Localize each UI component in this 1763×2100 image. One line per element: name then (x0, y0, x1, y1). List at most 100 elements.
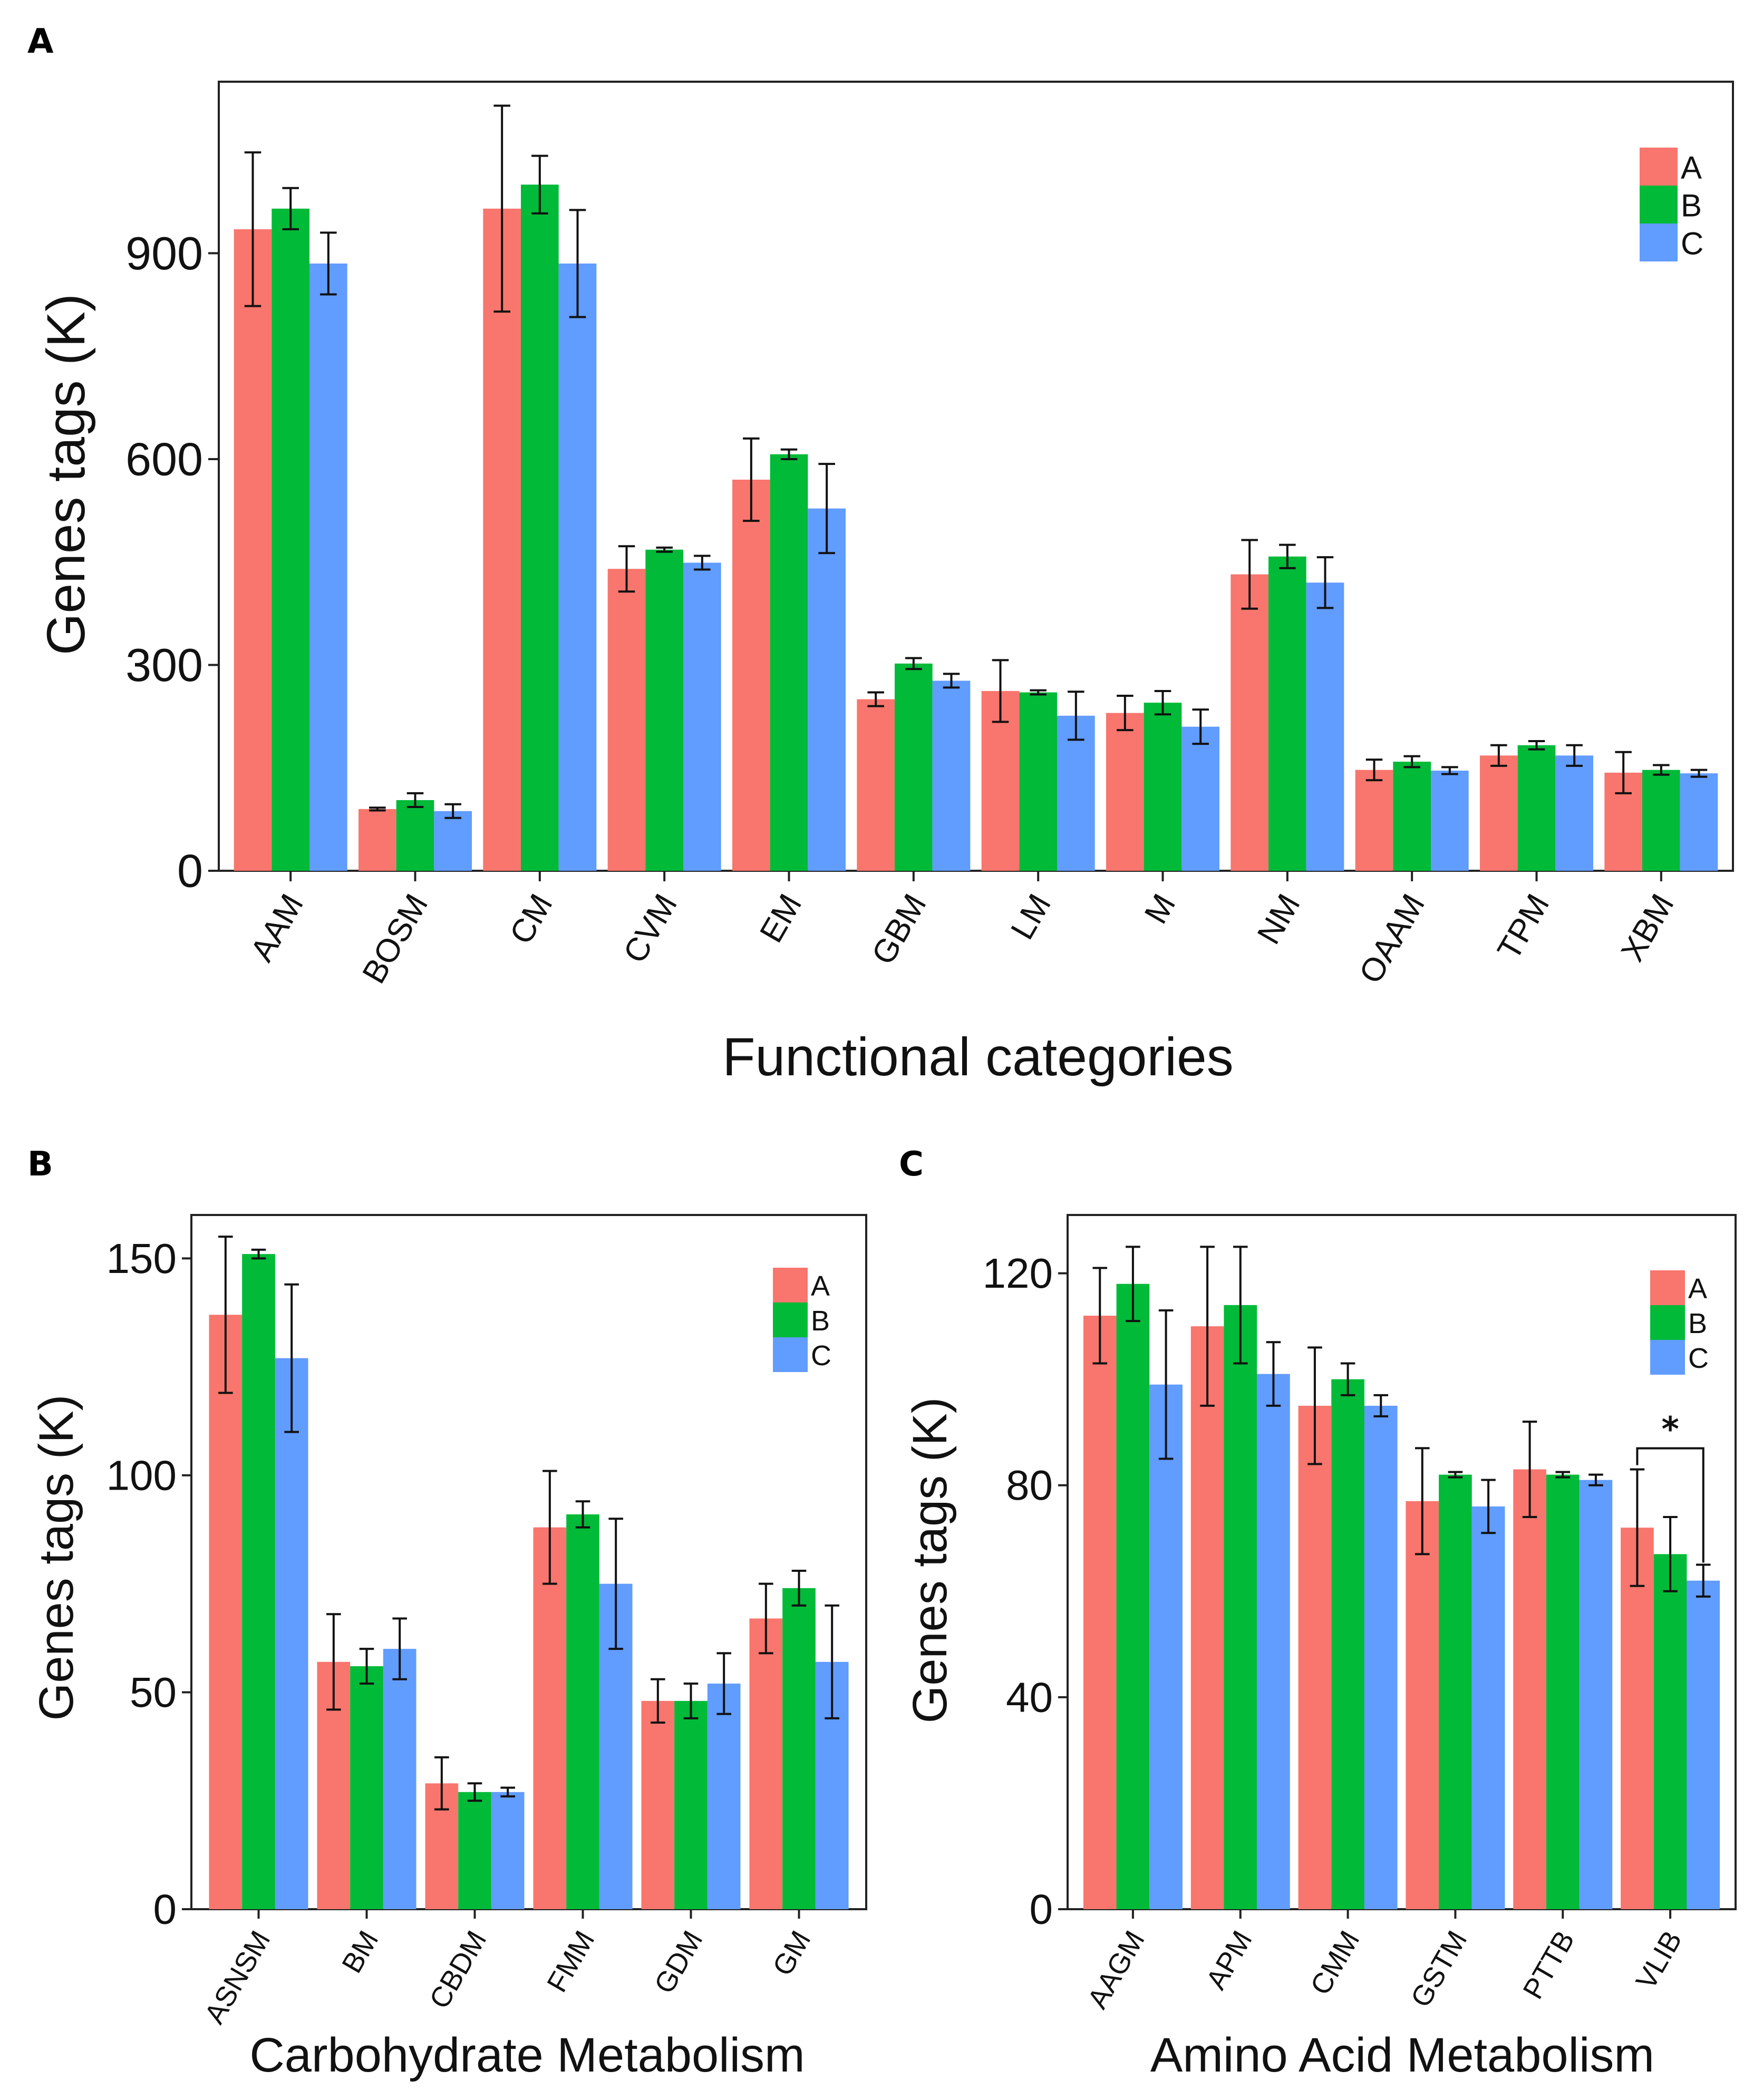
error-bar-c-m (1192, 708, 1209, 745)
error-bar-a-fmm (543, 1470, 557, 1585)
y-tick-label: 0 (177, 845, 203, 897)
error-bar-c-cmm (1373, 1394, 1389, 1418)
bar-b-gbm (895, 663, 933, 871)
x-tick-label: APM (1200, 1926, 1258, 1995)
error-bar-c-gm (825, 1604, 839, 1719)
error-bar-b-bosm (406, 792, 424, 808)
panel-c-plot-frame (1067, 1214, 1737, 1910)
bar-c-pttb (1579, 1480, 1613, 1909)
x-tick-label: GM (767, 1926, 817, 1981)
error-bar-a-gdm (651, 1678, 665, 1724)
error-bar-b-asnsm (251, 1248, 266, 1260)
x-tick-label: AAM (244, 888, 311, 968)
error-bar-c-fmm (608, 1518, 623, 1650)
panel-a-legend: ABC (1640, 148, 1703, 261)
panel-c-legend: ABC (1650, 1270, 1709, 1375)
panel-c-x-axis-title: Amino Acid Metabolism (1150, 2028, 1654, 2082)
error-bar-b-xbm (1653, 764, 1670, 776)
error-bar-b-m (1154, 689, 1171, 716)
error-bar-a-gstm (1415, 1447, 1430, 1555)
legend-label-c: C (1681, 226, 1703, 261)
x-tick-label: CVM (616, 888, 684, 969)
error-bar-a-lm (992, 659, 1009, 723)
bar-b-cmm (1331, 1379, 1364, 1909)
error-bar-b-cbdm (467, 1782, 482, 1802)
bar-a-cm (483, 208, 521, 871)
bar-b-gstm (1439, 1474, 1472, 1909)
error-bar-b-gstm (1448, 1471, 1463, 1479)
y-tick-label: 40 (1006, 1674, 1053, 1720)
bar-c-xbm (1680, 773, 1718, 871)
bar-c-gstm (1471, 1506, 1505, 1909)
significance-bracket (1636, 1447, 1704, 1563)
error-bar-a-m (1117, 695, 1134, 732)
legend-label-a: A (1681, 150, 1702, 186)
legend-swatch-c (1650, 1340, 1685, 1375)
error-bar-a-cvm (618, 545, 635, 593)
bar-b-lm (1019, 692, 1057, 871)
bar-c-apm (1257, 1374, 1290, 1909)
panel-c-x-axis: AAGM APM CMM GSTM PTTB VLIB (1081, 1909, 1688, 2014)
error-bar-c-aagm (1158, 1309, 1174, 1460)
bar-c-bm (383, 1649, 416, 1909)
panel-c-chart: 0 40 80 120 AAGM APM CMM GSTM PTTB VLIB ABC * Am… (903, 1214, 1737, 2082)
bar-b-aam (272, 208, 309, 871)
error-bar-a-bosm (369, 806, 386, 812)
bar-a-asnsm (209, 1315, 243, 1909)
y-tick-label: 300 (125, 639, 203, 691)
x-tick-label: NM (1251, 888, 1307, 950)
y-tick-label: 50 (130, 1669, 177, 1716)
panel-a-x-axis-title: Functional categories (722, 1027, 1234, 1087)
legend-swatch-b (773, 1302, 808, 1337)
error-bar-c-oaam (1441, 766, 1458, 775)
bar-c-bosm (434, 811, 472, 871)
error-bar-c-cm (569, 209, 586, 318)
bar-c-gbm (932, 680, 971, 871)
panel-letter-c: C (899, 1145, 924, 1184)
panel-c-bars (1083, 1246, 1720, 1909)
bar-a-gstm (1406, 1501, 1439, 1909)
error-bar-b-cm (531, 154, 548, 215)
bar-a-aagm (1083, 1316, 1117, 1909)
bar-c-cmm (1364, 1405, 1398, 1909)
error-bar-c-asnsm (284, 1283, 299, 1433)
error-bar-b-fmm (575, 1500, 590, 1529)
x-tick-label: GBM (865, 888, 933, 971)
bar-b-pttb (1546, 1474, 1580, 1909)
error-bar-c-vlib (1696, 1563, 1711, 1598)
bar-a-pttb (1513, 1469, 1546, 1909)
bar-c-tpm (1555, 755, 1593, 871)
panel-c-y-axis: 0 40 80 120 (983, 1250, 1068, 1933)
significance-star: * (1661, 1411, 1679, 1450)
bar-a-fmm (533, 1527, 567, 1909)
y-tick-label: 0 (1030, 1886, 1053, 1933)
bar-c-asnsm (275, 1358, 308, 1909)
panel-a-x-axis: AAM BOSM CM CVM EM GBM LM M NM OAAM TPM XBM (244, 871, 1681, 989)
bar-b-bosm (396, 800, 434, 871)
panel-b-plot-frame (190, 1214, 867, 1910)
x-tick-label: CBDM (423, 1926, 492, 2014)
x-tick-label: GDM (648, 1926, 709, 1999)
bar-c-aagm (1149, 1384, 1183, 1909)
error-bar-b-tpm (1528, 740, 1545, 751)
panel-c-y-axis-title: Genes tags (K) (903, 1397, 957, 1724)
error-bar-b-lm (1030, 689, 1047, 696)
error-bar-c-cbdm (500, 1786, 515, 1797)
bar-c-aam (309, 263, 347, 871)
panel-a-y-axis-title: Genes tags (K) (36, 294, 96, 655)
error-bar-a-tpm (1490, 744, 1507, 767)
bar-a-tpm (1480, 755, 1518, 871)
error-bar-a-bm (326, 1613, 341, 1711)
bar-b-xbm (1642, 770, 1680, 871)
error-bar-c-gbm (943, 673, 960, 689)
error-bar-a-gbm (867, 691, 884, 707)
y-tick-label: 900 (125, 227, 203, 279)
bar-b-m (1144, 703, 1182, 871)
bar-b-aagm (1116, 1284, 1150, 1909)
error-bar-c-em (818, 463, 835, 555)
y-tick-label: 80 (1006, 1462, 1053, 1509)
legend-label-b: B (1681, 188, 1702, 223)
bar-a-cvm (607, 569, 646, 871)
error-bar-b-pttb (1555, 1471, 1571, 1479)
legend-swatch-c (773, 1337, 808, 1372)
